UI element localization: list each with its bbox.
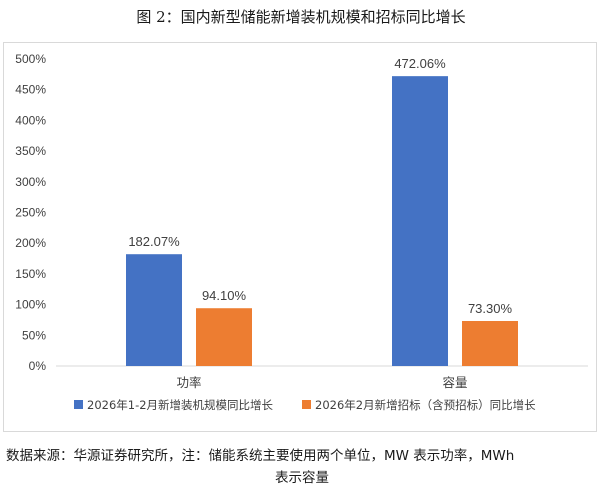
legend-swatch-2	[302, 400, 311, 409]
data-label: 182.07%	[128, 234, 180, 249]
y-tick-label: 100%	[15, 298, 46, 312]
legend-swatch-1	[74, 400, 83, 409]
bar-2-2	[462, 320, 518, 366]
legend-label-2: 2026年2月新增招标（含预招标）同比增长	[315, 398, 536, 412]
source-note-line2: 表示容量	[275, 470, 329, 486]
bar-chart: 0% 50% 100% 150% 200% 250% 300% 350% 400% 450% 500…	[15, 52, 588, 412]
data-label: 94.10%	[202, 288, 247, 303]
source-note-line1: 数据来源：华源证券研究所，注：储能系统主要使用两个单位，MW 表示功率，MWh	[6, 448, 515, 464]
x-category-label: 容量	[442, 375, 467, 390]
y-tick-label: 0%	[29, 359, 47, 373]
y-tick-label: 500%	[15, 52, 46, 66]
legend-label-1: 2026年1-2月新增装机规模同比增长	[87, 398, 274, 412]
y-tick-label: 400%	[15, 113, 46, 127]
y-tick-label: 350%	[15, 144, 46, 158]
y-tick-label: 150%	[15, 267, 46, 281]
bar-2-1	[196, 308, 252, 366]
bar-1-2	[392, 76, 448, 367]
chart-frame: 0% 50% 100% 150% 200% 250% 300% 350% 400% 450% 500…	[3, 42, 597, 432]
figure-title: 图 2：国内新型储能新增装机规模和招标同比增长	[136, 8, 466, 26]
y-tick-label: 450%	[15, 83, 46, 97]
y-tick-label: 250%	[15, 206, 46, 220]
y-tick-label: 200%	[15, 236, 46, 250]
y-tick-label: 50%	[22, 328, 46, 342]
source-note: 数据来源：华源证券研究所，注：储能系统主要使用两个单位，MW 表示功率，MWh …	[6, 445, 598, 489]
x-category-label: 功率	[176, 375, 201, 390]
data-label: 472.06%	[394, 56, 446, 71]
y-tick-label: 300%	[15, 175, 46, 189]
data-label: 73.30%	[468, 301, 513, 316]
bar-1-1	[126, 254, 182, 366]
